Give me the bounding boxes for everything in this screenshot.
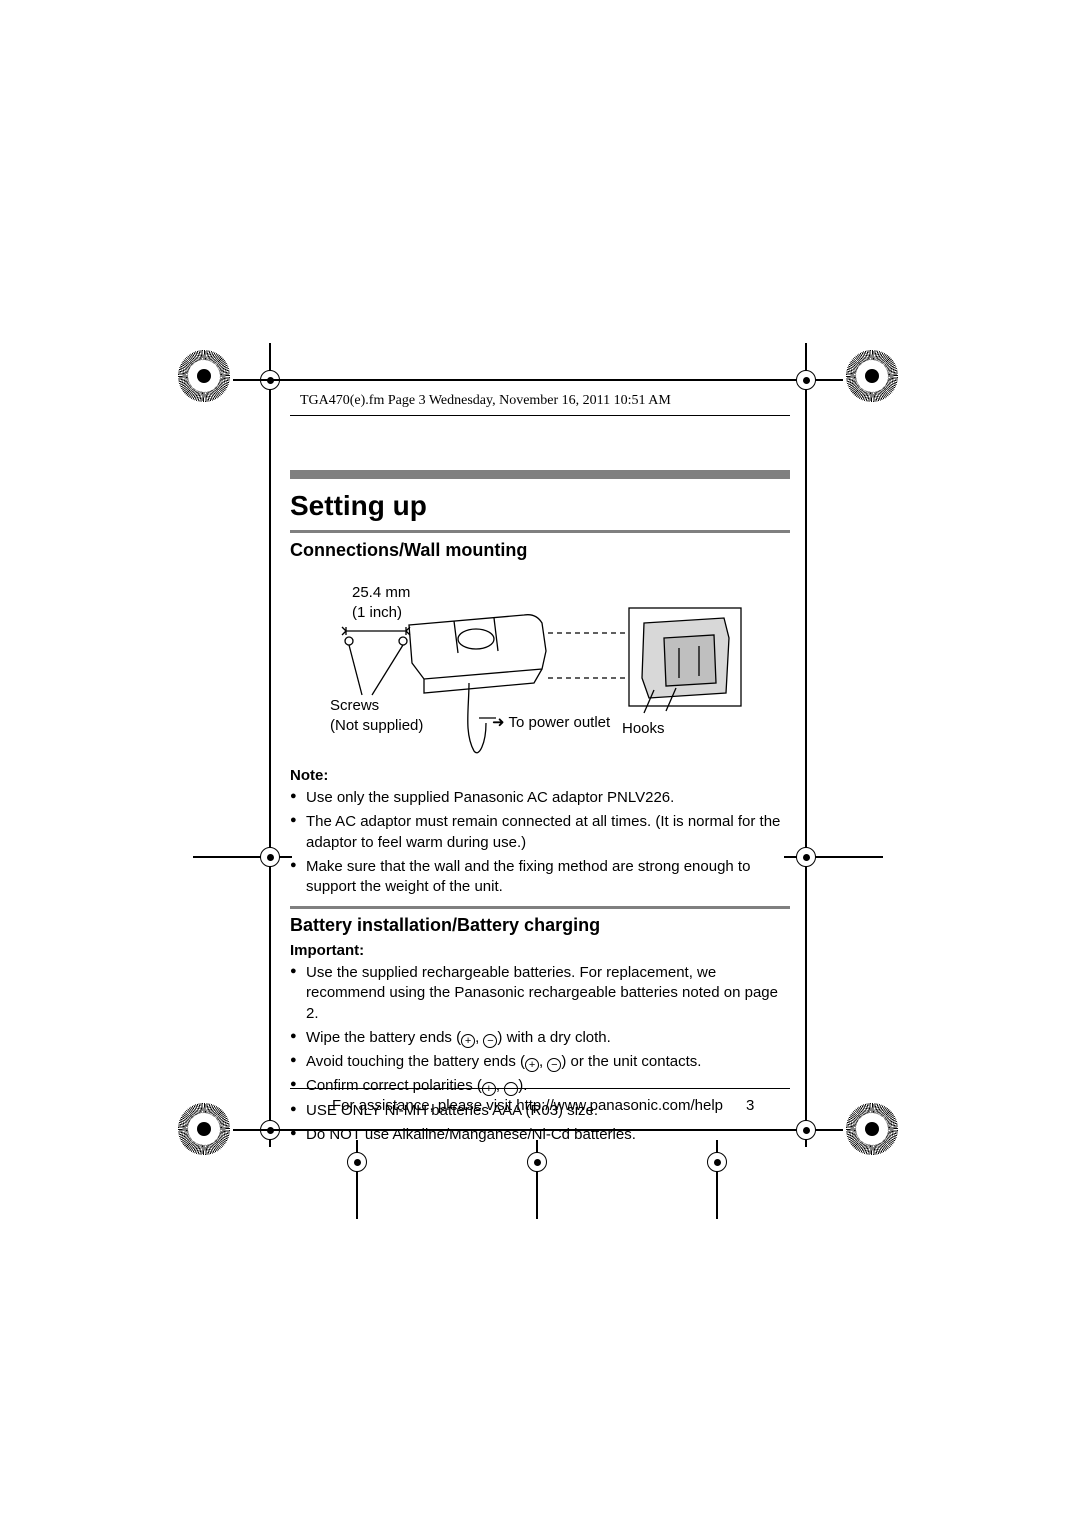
page-title: Setting up — [290, 490, 427, 522]
page-bottom-rule — [290, 1088, 790, 1089]
page-number: 3 — [746, 1097, 754, 1114]
note-list: Use only the supplied Panasonic AC adapt… — [290, 788, 790, 901]
list-item: Make sure that the wall and the fixing m… — [290, 857, 790, 898]
list-item: Confirm correct polarities (+, −). — [290, 1076, 790, 1096]
page-top-rule — [290, 415, 790, 416]
list-item: Avoid touching the battery ends (+, −) o… — [290, 1052, 790, 1072]
note-label: Note: — [290, 767, 328, 784]
section-rule — [290, 530, 790, 533]
section-rule — [290, 906, 790, 909]
crop-mark — [340, 1145, 374, 1179]
document-header: TGA470(e).fm Page 3 Wednesday, November … — [300, 393, 671, 409]
list-item: Do NOT use Alkaline/Manganese/Ni-Cd batt… — [290, 1125, 790, 1145]
connections-diagram: 25.4 mm(1 inch) Screws(Not supplied) ➜ T… — [324, 583, 754, 763]
registration-mark — [846, 1103, 898, 1155]
diagram-svg — [324, 583, 754, 763]
important-list: Use the supplied rechargeable batteries.… — [290, 963, 790, 1149]
crop-mark — [253, 840, 287, 874]
footer-text: For assistance, please visit http://www.… — [332, 1097, 723, 1114]
crop-mark — [789, 1113, 823, 1147]
crop-mark — [789, 840, 823, 874]
list-item: Use only the supplied Panasonic AC adapt… — [290, 788, 790, 808]
registration-mark — [846, 350, 898, 402]
registration-mark — [178, 350, 230, 402]
list-item: The AC adaptor must remain connected at … — [290, 812, 790, 853]
crop-mark — [789, 363, 823, 397]
section-bar — [290, 470, 790, 479]
registration-mark — [178, 1103, 230, 1155]
list-item: Use the supplied rechargeable batteries.… — [290, 963, 790, 1024]
crop-mark — [700, 1145, 734, 1179]
list-item: Wipe the battery ends (+, −) with a dry … — [290, 1028, 790, 1048]
important-label: Important: — [290, 942, 364, 959]
subsection-title: Connections/Wall mounting — [290, 540, 527, 561]
subsection-title: Battery installation/Battery charging — [290, 915, 600, 936]
crop-mark — [520, 1145, 554, 1179]
